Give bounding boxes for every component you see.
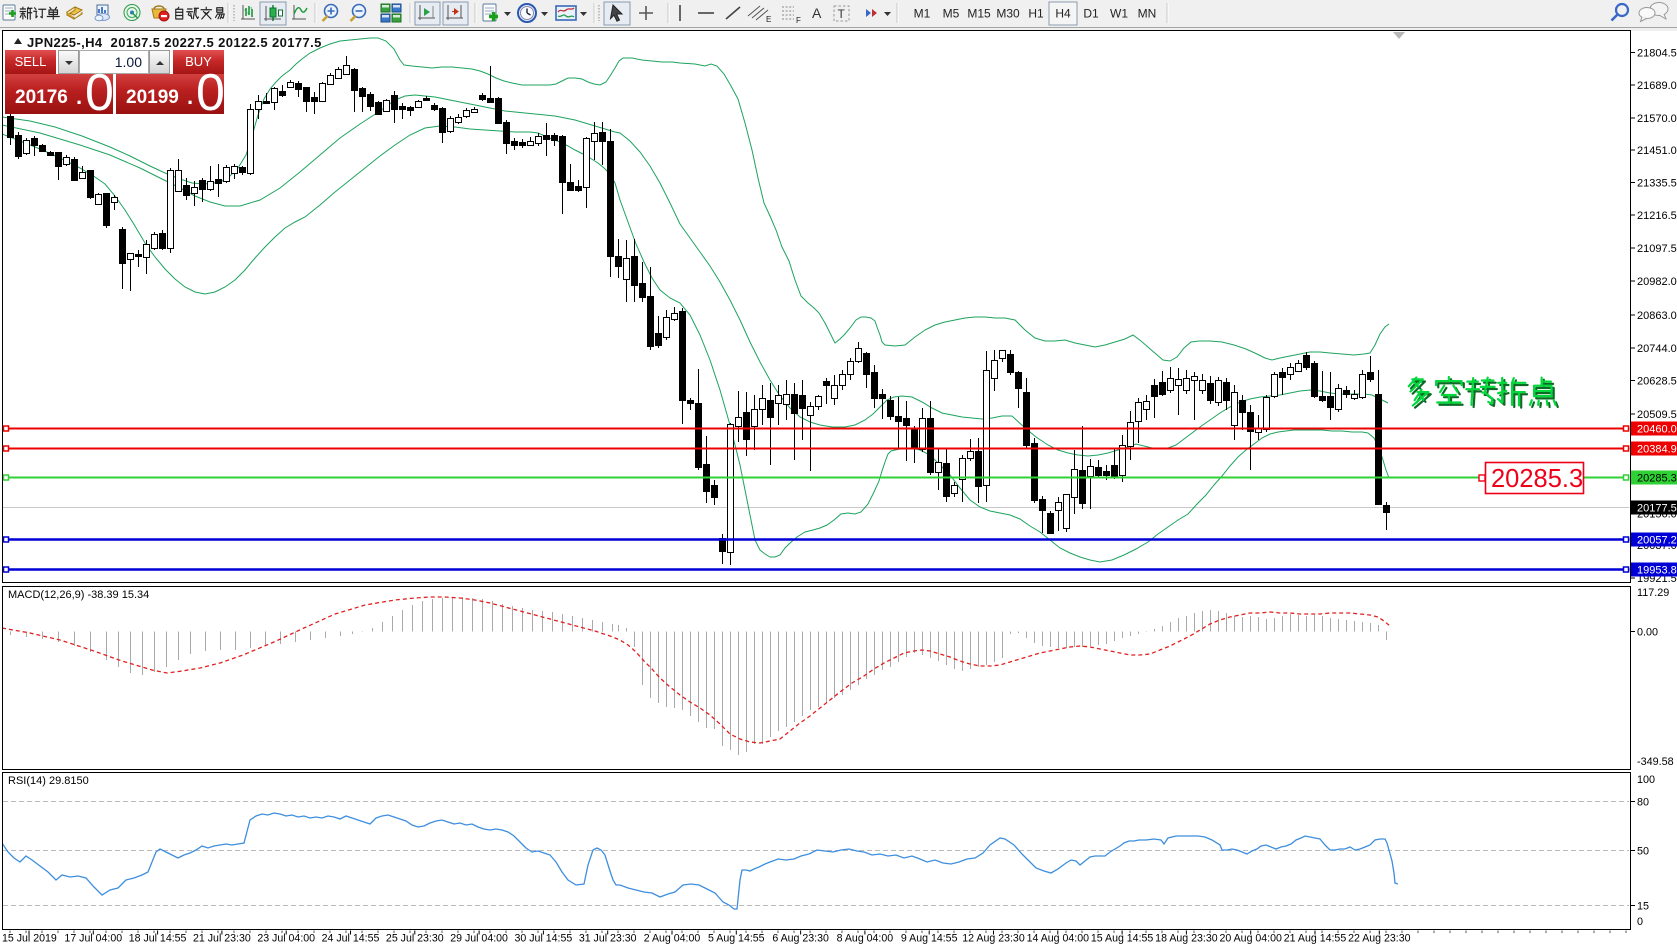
- svg-text:21216.5: 21216.5: [1637, 210, 1677, 222]
- svg-text:21689.0: 21689.0: [1637, 80, 1677, 92]
- svg-text:5 Aug 14:55: 5 Aug 14:55: [708, 933, 765, 945]
- svg-text:RSI(14) 29.8150: RSI(14) 29.8150: [8, 775, 89, 787]
- svg-text:H4: H4: [1055, 7, 1071, 21]
- svg-text:6 Aug 23:30: 6 Aug 23:30: [772, 933, 829, 945]
- svg-text:9 Aug 14:55: 9 Aug 14:55: [901, 933, 958, 945]
- svg-text:20057.2: 20057.2: [1637, 535, 1677, 547]
- svg-text:MACD(12,26,9) -38.39 15.34: MACD(12,26,9) -38.39 15.34: [8, 589, 149, 601]
- svg-text:50: 50: [1637, 846, 1649, 858]
- svg-text:23 Jul 04:00: 23 Jul 04:00: [257, 933, 315, 945]
- svg-text:D1: D1: [1083, 7, 1099, 21]
- svg-text:20384.9: 20384.9: [1637, 444, 1677, 456]
- svg-text:20460.0: 20460.0: [1637, 424, 1677, 436]
- svg-text:21 Aug 14:55: 21 Aug 14:55: [1284, 933, 1347, 945]
- svg-text:2 Aug 04:00: 2 Aug 04:00: [644, 933, 701, 945]
- svg-text:21 Jul 23:30: 21 Jul 23:30: [193, 933, 251, 945]
- svg-text:117.29: 117.29: [1637, 587, 1669, 599]
- svg-text:29 Jul 04:00: 29 Jul 04:00: [450, 933, 508, 945]
- svg-text:20285.3: 20285.3: [1491, 465, 1583, 493]
- svg-text:F: F: [796, 16, 801, 25]
- svg-text:30 Jul 14:55: 30 Jul 14:55: [515, 933, 573, 945]
- svg-text:A: A: [812, 5, 822, 21]
- svg-text:12 Aug 23:30: 12 Aug 23:30: [962, 933, 1025, 945]
- svg-text:21335.5: 21335.5: [1637, 178, 1677, 190]
- svg-text:18 Aug 23:30: 18 Aug 23:30: [1155, 933, 1218, 945]
- svg-text:20509.5: 20509.5: [1637, 409, 1677, 421]
- svg-text:17 Jul 04:00: 17 Jul 04:00: [64, 933, 122, 945]
- svg-text:H1: H1: [1028, 7, 1044, 21]
- svg-text:80: 80: [1637, 797, 1649, 809]
- svg-text:15: 15: [1637, 901, 1649, 913]
- svg-text:21451.0: 21451.0: [1637, 145, 1677, 157]
- svg-text:100: 100: [1637, 774, 1655, 786]
- svg-text:20628.5: 20628.5: [1637, 376, 1677, 388]
- svg-text:MN: MN: [1138, 7, 1157, 21]
- svg-text:0: 0: [1637, 916, 1643, 928]
- svg-text:8 Aug 04:00: 8 Aug 04:00: [837, 933, 894, 945]
- svg-text:20177.5: 20177.5: [1637, 503, 1677, 515]
- svg-text:25 Jul 23:30: 25 Jul 23:30: [386, 933, 444, 945]
- svg-text:31 Jul 23:30: 31 Jul 23:30: [579, 933, 637, 945]
- svg-text:20863.0: 20863.0: [1637, 310, 1677, 322]
- svg-text:21804.5: 21804.5: [1637, 48, 1677, 60]
- svg-text:18 Jul 14:55: 18 Jul 14:55: [129, 933, 187, 945]
- svg-text:E: E: [766, 15, 771, 24]
- svg-text:M15: M15: [967, 7, 991, 21]
- svg-text:JPN225-,H4 20187.5 20227.5 20: JPN225-,H4 20187.5 20227.5 20122.5 20177…: [27, 35, 322, 50]
- svg-text:21097.5: 21097.5: [1637, 243, 1677, 255]
- svg-text:20 Aug 04:00: 20 Aug 04:00: [1219, 933, 1282, 945]
- svg-text:15 Aug 14:55: 15 Aug 14:55: [1091, 933, 1154, 945]
- svg-text:M30: M30: [996, 7, 1020, 21]
- svg-text:W1: W1: [1110, 7, 1128, 21]
- svg-text:15 Jul 2019: 15 Jul 2019: [2, 933, 57, 945]
- svg-text:M1: M1: [914, 7, 931, 21]
- svg-text:14 Aug 04:00: 14 Aug 04:00: [1027, 933, 1090, 945]
- svg-text:M5: M5: [943, 7, 960, 21]
- svg-text:24 Jul 14:55: 24 Jul 14:55: [322, 933, 380, 945]
- svg-text:-349.58: -349.58: [1637, 756, 1674, 768]
- svg-text:20982.0: 20982.0: [1637, 276, 1677, 288]
- svg-text:20285.3: 20285.3: [1637, 473, 1677, 485]
- svg-text:20744.0: 20744.0: [1637, 343, 1677, 355]
- svg-text:22 Aug 23:30: 22 Aug 23:30: [1348, 933, 1411, 945]
- svg-text:T: T: [838, 7, 846, 21]
- svg-text:0.00: 0.00: [1637, 627, 1658, 639]
- svg-text:21570.0: 21570.0: [1637, 113, 1677, 125]
- svg-text:19953.8: 19953.8: [1637, 565, 1677, 577]
